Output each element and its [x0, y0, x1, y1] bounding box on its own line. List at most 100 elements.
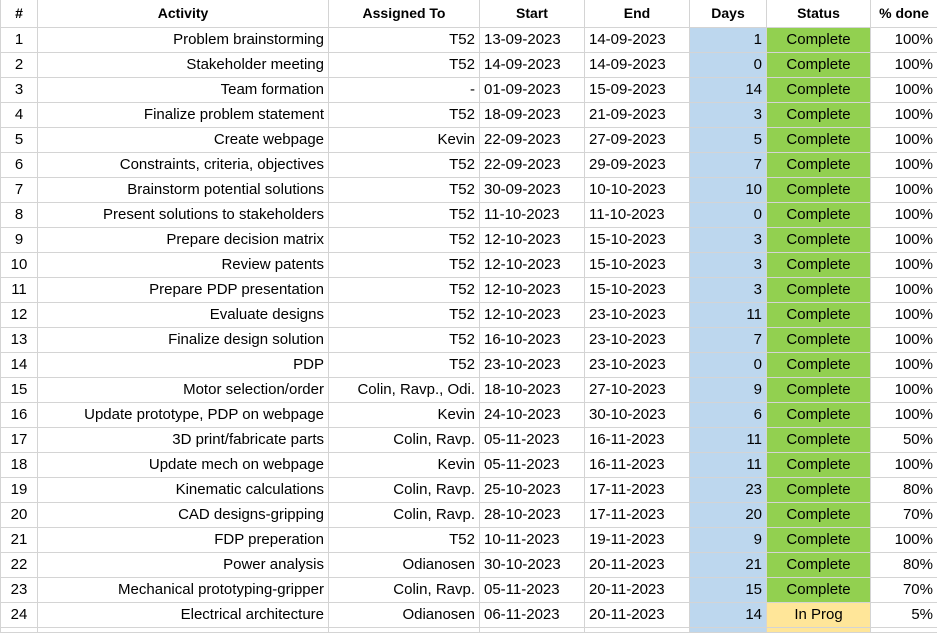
days-cell[interactable]: 14	[690, 603, 767, 628]
row-number-cell[interactable]: 15	[1, 378, 38, 403]
assigned-to-cell[interactable]: Colin, Ravp., Odi.	[329, 378, 480, 403]
row-number-cell[interactable]: 1	[1, 28, 38, 53]
activity-cell[interactable]: 3D print/fabricate parts	[38, 428, 329, 453]
start-date-cell[interactable]: 10-11-2023	[480, 528, 585, 553]
status-cell[interactable]: Complete	[767, 503, 871, 528]
end-date-cell[interactable]: 27-10-2023	[585, 378, 690, 403]
status-cell[interactable]: Complete	[767, 353, 871, 378]
status-cell[interactable]: Complete	[767, 428, 871, 453]
row-number-cell[interactable]: 18	[1, 453, 38, 478]
percent-done-cell[interactable]: 100%	[871, 453, 937, 478]
end-date-cell[interactable]: 14-09-2023	[585, 28, 690, 53]
percent-done-cell[interactable]: 100%	[871, 103, 937, 128]
start-date-cell[interactable]: 05-11-2023	[480, 578, 585, 603]
days-cell[interactable]: 15	[690, 578, 767, 603]
status-cell[interactable]: Complete	[767, 253, 871, 278]
status-cell[interactable]: Complete	[767, 453, 871, 478]
header-status[interactable]: Status	[767, 0, 871, 28]
row-number-cell[interactable]: 2	[1, 53, 38, 78]
assigned-to-cell[interactable]: Odianosen	[329, 603, 480, 628]
percent-done-cell[interactable]: 100%	[871, 303, 937, 328]
percent-done-cell[interactable]: 100%	[871, 53, 937, 78]
header-start[interactable]: Start	[480, 0, 585, 28]
header-activity[interactable]: Activity	[38, 0, 329, 28]
start-date-cell[interactable]: 23-10-2023	[480, 353, 585, 378]
days-cell[interactable]: 9	[690, 378, 767, 403]
header-end[interactable]: End	[585, 0, 690, 28]
end-date-cell[interactable]: 16-11-2023	[585, 453, 690, 478]
start-date-cell[interactable]: 24-10-2023	[480, 403, 585, 428]
start-date-cell[interactable]: 05-11-2023	[480, 453, 585, 478]
start-date-cell[interactable]: 22-09-2023	[480, 128, 585, 153]
days-cell[interactable]: 11	[690, 453, 767, 478]
percent-done-cell[interactable]: 100%	[871, 353, 937, 378]
status-cell[interactable]: Complete	[767, 278, 871, 303]
percent-done-cell[interactable]: 70%	[871, 578, 937, 603]
end-date-cell[interactable]: 20-11-2023	[585, 553, 690, 578]
row-number-cell[interactable]: 3	[1, 78, 38, 103]
end-date-cell[interactable]: 15-10-2023	[585, 278, 690, 303]
start-date-cell[interactable]: 12-10-2023	[480, 228, 585, 253]
status-cell[interactable]: Complete	[767, 228, 871, 253]
percent-done-cell[interactable]: 100%	[871, 528, 937, 553]
assigned-to-cell[interactable]: T52	[329, 303, 480, 328]
end-date-cell[interactable]: 21-09-2023	[585, 103, 690, 128]
status-cell[interactable]: Complete	[767, 403, 871, 428]
activity-cell[interactable]: Constraints, criteria, objectives	[38, 153, 329, 178]
activity-cell[interactable]: Brainstorm potential solutions	[38, 178, 329, 203]
status-cell[interactable]: Complete	[767, 553, 871, 578]
activity-cell[interactable]: Evaluate designs	[38, 303, 329, 328]
row-number-cell[interactable]: 20	[1, 503, 38, 528]
activity-cell[interactable]: Create webpage	[38, 128, 329, 153]
assigned-to-cell[interactable]: Colin, Ravp.	[329, 428, 480, 453]
days-cell[interactable]: 9	[690, 528, 767, 553]
row-number-cell[interactable]: 21	[1, 528, 38, 553]
percent-done-cell[interactable]: 100%	[871, 228, 937, 253]
assigned-to-cell[interactable]: Colin, Ravp.	[329, 503, 480, 528]
start-date-cell[interactable]: 30-10-2023	[480, 553, 585, 578]
percent-done-cell[interactable]: 80%	[871, 478, 937, 503]
days-cell[interactable]: 20	[690, 503, 767, 528]
days-cell[interactable]: 3	[690, 278, 767, 303]
activity-cell[interactable]: FDP preperation	[38, 528, 329, 553]
days-cell[interactable]: 3	[690, 253, 767, 278]
days-cell[interactable]: 6	[690, 403, 767, 428]
activity-cell[interactable]: Mechanical prototyping-gripper	[38, 578, 329, 603]
days-cell[interactable]: 3	[690, 103, 767, 128]
end-date-cell[interactable]: 27-09-2023	[585, 128, 690, 153]
days-cell[interactable]: 14	[690, 78, 767, 103]
assigned-to-cell[interactable]: T52	[329, 528, 480, 553]
start-date-cell[interactable]: 28-10-2023	[480, 503, 585, 528]
percent-done-cell[interactable]: 100%	[871, 153, 937, 178]
start-date-cell[interactable]: 12-10-2023	[480, 278, 585, 303]
days-cell[interactable]: 3	[690, 228, 767, 253]
assigned-to-cell[interactable]: -	[329, 78, 480, 103]
percent-done-cell[interactable]: 100%	[871, 203, 937, 228]
status-cell[interactable]: Complete	[767, 128, 871, 153]
activity-cell[interactable]: Power analysis	[38, 553, 329, 578]
percent-done-cell[interactable]: 70%	[871, 503, 937, 528]
assigned-to-cell[interactable]: T52	[329, 328, 480, 353]
status-cell[interactable]: Complete	[767, 78, 871, 103]
percent-done-cell[interactable]: 100%	[871, 378, 937, 403]
start-date-cell[interactable]: 18-09-2023	[480, 103, 585, 128]
percent-done-cell[interactable]: 100%	[871, 178, 937, 203]
activity-cell[interactable]: Prepare PDP presentation	[38, 278, 329, 303]
status-cell[interactable]: Complete	[767, 303, 871, 328]
percent-done-cell[interactable]: 100%	[871, 328, 937, 353]
start-date-cell[interactable]: 16-10-2023	[480, 328, 585, 353]
end-date-cell[interactable]: 17-11-2023	[585, 503, 690, 528]
activity-cell[interactable]: Problem brainstorming	[38, 28, 329, 53]
status-cell[interactable]: Complete	[767, 153, 871, 178]
assigned-to-cell[interactable]: T52	[329, 228, 480, 253]
end-date-cell[interactable]: 16-11-2023	[585, 428, 690, 453]
row-number-cell[interactable]: 12	[1, 303, 38, 328]
days-cell[interactable]: 5	[690, 128, 767, 153]
row-number-cell[interactable]: 5	[1, 128, 38, 153]
percent-done-cell[interactable]: 80%	[871, 553, 937, 578]
end-date-cell[interactable]: 19-11-2023	[585, 528, 690, 553]
assigned-to-cell[interactable]: T52	[329, 153, 480, 178]
days-cell[interactable]: 10	[690, 178, 767, 203]
row-number-cell[interactable]: 8	[1, 203, 38, 228]
status-cell[interactable]: Complete	[767, 578, 871, 603]
